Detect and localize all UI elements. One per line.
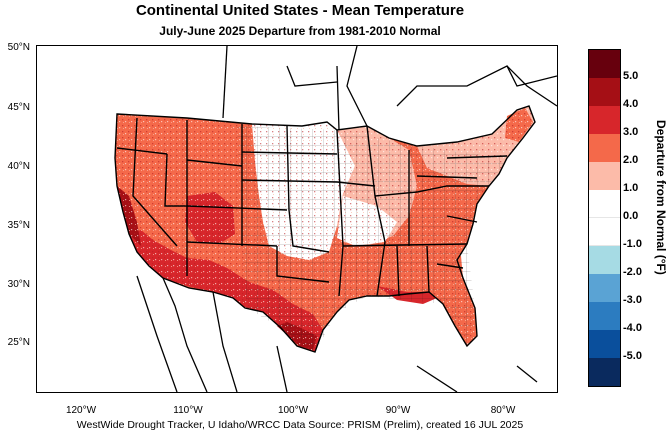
legend-swatch	[589, 246, 620, 274]
footer-credit: WestWide Drought Tracker, U Idaho/WRCC D…	[76, 419, 524, 431]
legend-label: -2.0	[623, 266, 642, 278]
lat-label-30: 30°N	[7, 279, 30, 290]
lat-label-50: 50°N	[7, 42, 30, 53]
legend-swatch	[589, 50, 620, 78]
legend-label: 1.0	[623, 182, 639, 194]
legend-label: 4.0	[623, 98, 639, 110]
lon-label-120: 120°W	[65, 405, 97, 416]
legend-label: 2.0	[623, 154, 639, 166]
legend-label: -3.0	[623, 294, 642, 306]
lat-label-45: 45°N	[7, 102, 30, 113]
lon-label-80: 80°W	[490, 405, 516, 416]
legend-swatch	[589, 106, 620, 134]
map-subtitle: July-June 2025 Departure from 1981-2010 …	[159, 24, 441, 38]
state-borders	[114, 105, 536, 353]
legend-label: -5.0	[623, 350, 642, 362]
map-frame	[36, 45, 558, 393]
legend-label: 0.0	[623, 210, 639, 222]
lon-label-90: 90°W	[385, 405, 411, 416]
legend-swatch	[589, 134, 620, 162]
legend-title: Departure from Normal (°F)	[654, 120, 668, 275]
lat-label-35: 35°N	[7, 220, 30, 231]
lat-label-25: 25°N	[7, 337, 30, 348]
lon-label-100: 100°W	[277, 405, 309, 416]
legend-label: -1.0	[623, 238, 642, 250]
legend-swatch	[589, 358, 620, 386]
lat-label-40: 40°N	[7, 161, 30, 172]
map-title: Continental United States - Mean Tempera…	[135, 2, 465, 19]
legend-swatch	[589, 190, 620, 218]
legend-swatch	[589, 218, 620, 246]
legend-label: -4.0	[623, 322, 642, 334]
choropleth-map	[114, 45, 558, 393]
neighbor-borders	[136, 45, 558, 393]
legend-label: 5.0	[623, 70, 639, 82]
legend-swatch	[589, 302, 620, 330]
county-boundaries	[237, 126, 507, 352]
legend-swatch	[589, 274, 620, 302]
legend-swatch	[589, 162, 620, 190]
lon-label-110: 110°W	[173, 405, 203, 416]
legend-swatch	[589, 330, 620, 358]
legend-colorbar	[588, 49, 621, 387]
legend-label: 3.0	[623, 126, 639, 138]
legend-swatch	[589, 78, 620, 106]
